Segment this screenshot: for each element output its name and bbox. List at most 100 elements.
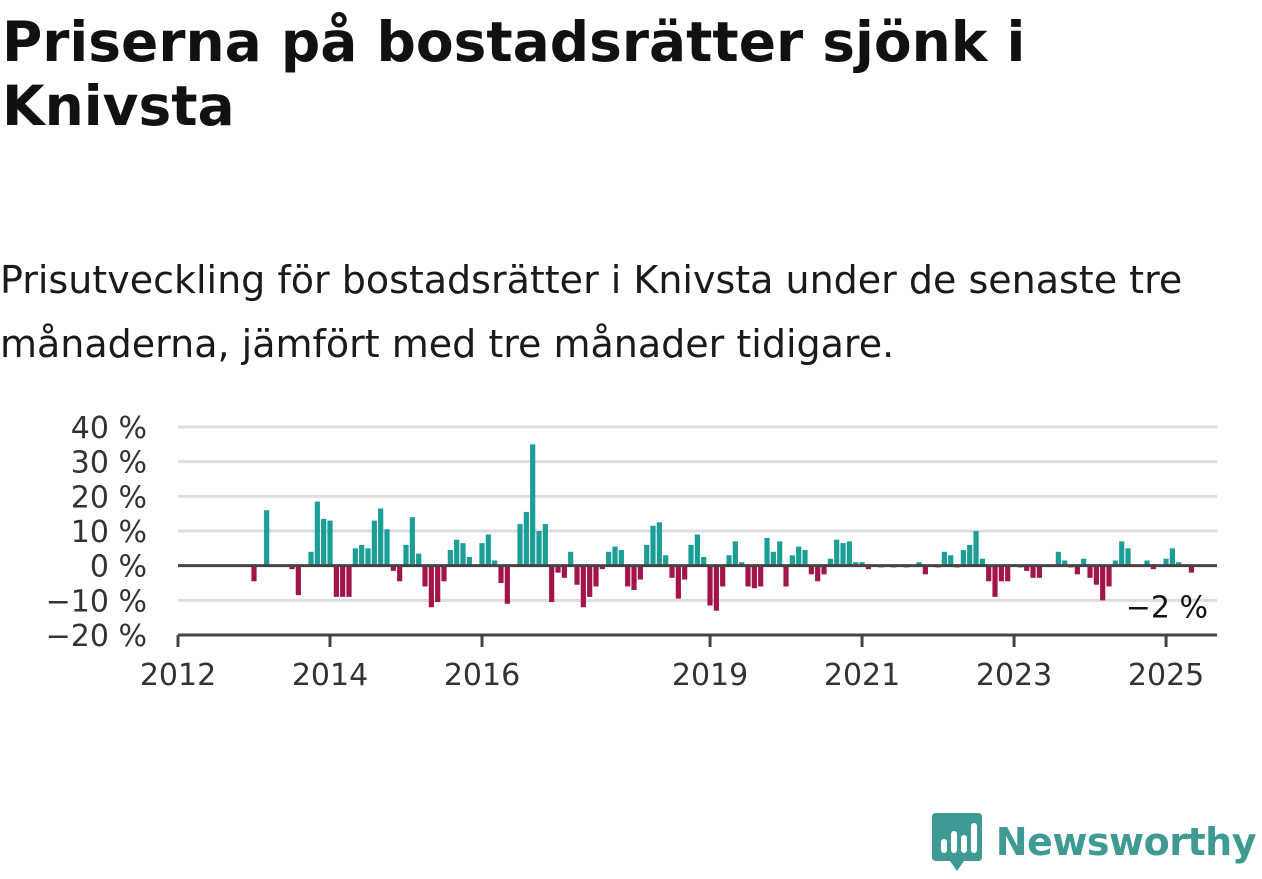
bar bbox=[378, 508, 384, 566]
bar bbox=[777, 541, 783, 566]
bar bbox=[365, 548, 371, 566]
bar bbox=[1100, 565, 1106, 601]
bar bbox=[783, 565, 789, 587]
bar bbox=[796, 546, 802, 566]
bar bbox=[460, 543, 466, 566]
bar bbox=[352, 548, 358, 566]
bar-chart: 40 %30 %20 %10 %0 %−10 %−20 % 2012 2014 20… bbox=[46, 411, 1217, 693]
bar bbox=[504, 565, 510, 604]
bar bbox=[498, 565, 504, 583]
bar bbox=[416, 553, 422, 566]
newsworthy-logo[interactable]: Newsworthy bbox=[931, 813, 1257, 871]
brand-name: Newsworthy bbox=[995, 820, 1257, 864]
bar bbox=[606, 551, 612, 566]
bar bbox=[827, 558, 833, 566]
bar bbox=[587, 565, 593, 597]
bar bbox=[682, 565, 688, 580]
bar bbox=[568, 551, 574, 566]
bar bbox=[580, 565, 586, 608]
bar bbox=[574, 565, 580, 585]
bar bbox=[1093, 565, 1099, 585]
bar bbox=[1119, 541, 1125, 566]
bar bbox=[599, 565, 605, 570]
bar bbox=[397, 565, 403, 582]
bar bbox=[295, 565, 301, 596]
x-tick-label: 2023 bbox=[976, 658, 1052, 693]
bar bbox=[492, 560, 498, 566]
bar bbox=[834, 539, 840, 566]
bar bbox=[1144, 560, 1150, 566]
bar bbox=[289, 565, 295, 570]
bar bbox=[1163, 558, 1169, 566]
bar bbox=[333, 565, 339, 597]
x-tick-label: 2019 bbox=[672, 658, 748, 693]
bar bbox=[808, 565, 814, 575]
bar bbox=[384, 529, 390, 566]
bar bbox=[656, 522, 662, 566]
bar bbox=[479, 543, 485, 566]
x-tick-label: 2012 bbox=[140, 658, 216, 693]
bar bbox=[1125, 548, 1131, 566]
y-tick-label: −20 % bbox=[46, 619, 147, 654]
bar bbox=[308, 551, 314, 566]
y-tick-labels: 40 %30 %20 %10 %0 %−10 %−20 % bbox=[46, 411, 147, 654]
x-tick-label: 2016 bbox=[444, 658, 520, 693]
bar bbox=[517, 524, 523, 566]
bars bbox=[251, 444, 1194, 611]
bar bbox=[549, 565, 555, 603]
bar bbox=[739, 562, 745, 566]
bar bbox=[631, 565, 637, 590]
bar bbox=[409, 517, 415, 566]
bar bbox=[454, 539, 460, 566]
bar bbox=[1055, 551, 1061, 566]
bar bbox=[618, 550, 624, 566]
bar bbox=[530, 444, 536, 566]
bar bbox=[745, 565, 751, 587]
bar bbox=[986, 565, 992, 582]
bar bbox=[967, 544, 973, 566]
bar bbox=[859, 562, 865, 566]
bar bbox=[992, 565, 998, 597]
y-tick-label: 10 % bbox=[71, 515, 147, 550]
bar bbox=[865, 565, 871, 570]
bar bbox=[1112, 560, 1118, 566]
y-tick-label: 0 % bbox=[90, 550, 147, 585]
bar bbox=[751, 565, 757, 589]
bar bbox=[625, 565, 631, 587]
bar bbox=[1150, 565, 1156, 570]
bar bbox=[770, 551, 776, 566]
x-tick-label: 2021 bbox=[824, 658, 900, 693]
bar bbox=[815, 565, 821, 582]
bar bbox=[726, 555, 732, 566]
bar bbox=[840, 543, 846, 566]
y-tick-label: −10 % bbox=[46, 584, 147, 619]
bar bbox=[485, 534, 491, 566]
bar bbox=[346, 565, 352, 597]
bar bbox=[713, 565, 719, 611]
bar bbox=[542, 524, 548, 566]
chart-title: Priserna på bostadsrätter sjönk i Knivst… bbox=[2, 10, 1026, 138]
bar bbox=[435, 565, 441, 603]
bar bbox=[821, 565, 827, 575]
axes bbox=[176, 564, 1217, 647]
bar bbox=[327, 520, 333, 566]
bar bbox=[593, 565, 599, 587]
bar bbox=[998, 565, 1004, 582]
bar bbox=[853, 562, 859, 566]
bar bbox=[1106, 565, 1112, 587]
x-tick-label: 2025 bbox=[1128, 658, 1204, 693]
bar bbox=[441, 565, 447, 582]
y-tick-label: 30 % bbox=[71, 446, 147, 481]
bar bbox=[314, 501, 320, 566]
bar bbox=[758, 565, 764, 587]
bar bbox=[669, 565, 675, 578]
bar bbox=[960, 550, 966, 566]
bar bbox=[466, 557, 472, 566]
bar bbox=[561, 565, 567, 578]
bar bbox=[1036, 565, 1042, 578]
bar bbox=[688, 544, 694, 566]
bar bbox=[1024, 565, 1030, 571]
bar bbox=[390, 565, 396, 571]
bar bbox=[941, 551, 947, 566]
bar bbox=[1176, 562, 1182, 566]
